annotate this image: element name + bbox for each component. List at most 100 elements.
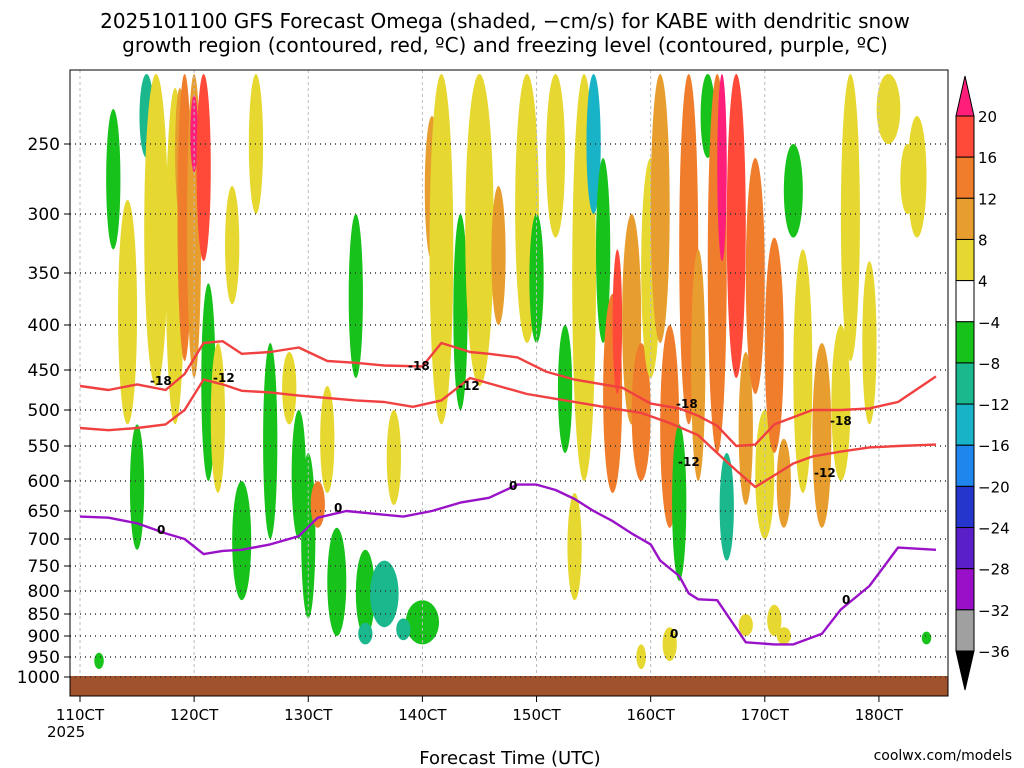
omega-shade-cell	[672, 424, 687, 581]
omega-shade-cell	[862, 261, 877, 425]
omega-shade-cell	[586, 74, 601, 214]
omega-shade-cell	[453, 214, 468, 410]
contour-label-zero: 0	[842, 593, 850, 607]
omega-shade-cell	[876, 74, 901, 144]
omega-shade-cell	[106, 109, 121, 250]
omega-shade-cell	[776, 438, 791, 528]
colorbar-label: −32	[978, 602, 1010, 620]
colorbar-swatch	[955, 609, 975, 652]
y-tick-label: 900	[28, 627, 60, 647]
x-tick-label: 150CT	[512, 706, 561, 724]
colorbar-swatch	[955, 197, 975, 240]
colorbar-swatch	[955, 403, 975, 446]
omega-shade-cell	[546, 74, 566, 238]
contour-label-minus18: -18	[408, 359, 430, 373]
colorbar-bottom-triangle	[955, 650, 975, 691]
contour-label-zero: 0	[509, 479, 517, 493]
y-axis: 2503003504004505005506006507007508008509…	[17, 135, 70, 688]
colorbar-label: 16	[978, 149, 997, 167]
contour-label-zero: 0	[334, 501, 342, 515]
omega-shade-cell	[612, 249, 623, 394]
y-tick-label: 250	[28, 135, 60, 155]
omega-shade-cell	[738, 352, 753, 505]
omega-shade-cell	[907, 116, 927, 238]
omega-shade-cell	[831, 325, 851, 481]
contour-label-zero: 0	[157, 523, 165, 537]
omega-shade-cell	[717, 74, 727, 262]
colorbar-swatch	[955, 527, 975, 570]
x-tick-label: 170CT	[741, 706, 790, 724]
colorbar-swatch	[955, 485, 975, 529]
omega-shade-cell	[650, 74, 670, 343]
omega-shade-cell	[348, 214, 363, 378]
y-tick-label: 300	[28, 205, 60, 225]
omega-shade-cell	[840, 74, 860, 361]
omega-shade-cell	[767, 604, 782, 637]
x-tick-label: 110CT	[56, 706, 105, 724]
colorbar-label: 8	[978, 231, 988, 249]
omega-shade-cell	[567, 492, 582, 601]
omega-shade-cell	[190, 95, 198, 172]
y-tick-label: 850	[28, 605, 60, 625]
omega-shade-cell	[529, 214, 544, 343]
omega-shade-cell	[691, 249, 706, 481]
x-tick-label: 130CT	[284, 706, 333, 724]
omega-shade-cell	[118, 200, 138, 425]
contour-label-zero: 0	[670, 627, 678, 641]
omega-shade-cell	[429, 74, 454, 425]
colorbar-swatch	[955, 115, 975, 158]
colorbar-top-triangle	[955, 75, 975, 117]
omega-shade-cell	[726, 74, 746, 378]
y-tick-label: 350	[28, 264, 60, 284]
y-tick-label: 600	[28, 472, 60, 492]
chart-title-line2: growth region (contoured, red, ºC) and f…	[122, 33, 888, 57]
colorbar-swatch	[955, 238, 975, 282]
contour-label-minus18: -18	[150, 374, 172, 388]
plot-area: -18 -12 -18 -12 -18 -12 -18 -12 0 0 0 0 …	[69, 69, 949, 697]
y-tick-label: 550	[28, 437, 60, 457]
contour-label-minus18: -18	[676, 397, 698, 411]
omega-shade-cell	[595, 158, 611, 343]
omega-shade-cell	[557, 325, 573, 453]
contour-label-minus12: -12	[213, 371, 235, 385]
plot-frame	[69, 69, 949, 697]
x-axis: 110CT 120CT 130CT 140CT 150CT 160CT 170CT 180CT	[56, 696, 904, 724]
colorbar-label: 20	[978, 108, 997, 126]
omega-shade-cell	[662, 627, 677, 661]
x-axis-title: Forecast Time (UTC)	[419, 748, 600, 768]
omega-shade-cell	[745, 158, 765, 394]
omega-shade-cell	[225, 186, 240, 305]
omega-shade-cell	[396, 618, 411, 641]
omega-shade-cell	[310, 481, 325, 528]
omega-shade-cell	[320, 386, 335, 493]
y-tick-label: 800	[28, 582, 60, 602]
x-tick-label: 120CT	[170, 706, 219, 724]
omega-shading	[94, 74, 932, 670]
omega-shade-cell	[358, 622, 373, 645]
omega-shade-cell	[144, 74, 168, 386]
colorbar-swatch	[955, 568, 975, 611]
y-tick-label: 400	[28, 316, 60, 336]
terrain-ground	[70, 676, 948, 696]
colorbar-swatch	[955, 156, 975, 199]
contour-labels: -18 -12 -18 -12 -18 -12 -18 -12 0 0 0 0 …	[150, 359, 852, 641]
colorbar-label: 12	[978, 190, 997, 208]
contour-label-minus12: -12	[814, 466, 836, 480]
colorbar-label: −8	[978, 355, 1000, 373]
colorbar-label: −36	[978, 643, 1010, 661]
x-axis-year: 2025	[47, 723, 85, 741]
x-tick-label: 180CT	[855, 706, 904, 724]
x-tick-label: 140CT	[398, 706, 447, 724]
omega-shade-cell	[196, 74, 211, 262]
colorbar-label: −20	[978, 478, 1010, 496]
omega-shade-cell	[386, 410, 401, 505]
x-tick-label: 160CT	[627, 706, 676, 724]
colorbar-swatch	[955, 280, 975, 323]
omega-shade-cell	[491, 186, 506, 325]
omega-shade-cell	[370, 560, 399, 628]
colorbar-label: −28	[978, 561, 1010, 579]
colorbar-swatch	[955, 362, 975, 405]
y-tick-label: 500	[28, 401, 60, 421]
omega-shade-cell	[282, 352, 297, 425]
